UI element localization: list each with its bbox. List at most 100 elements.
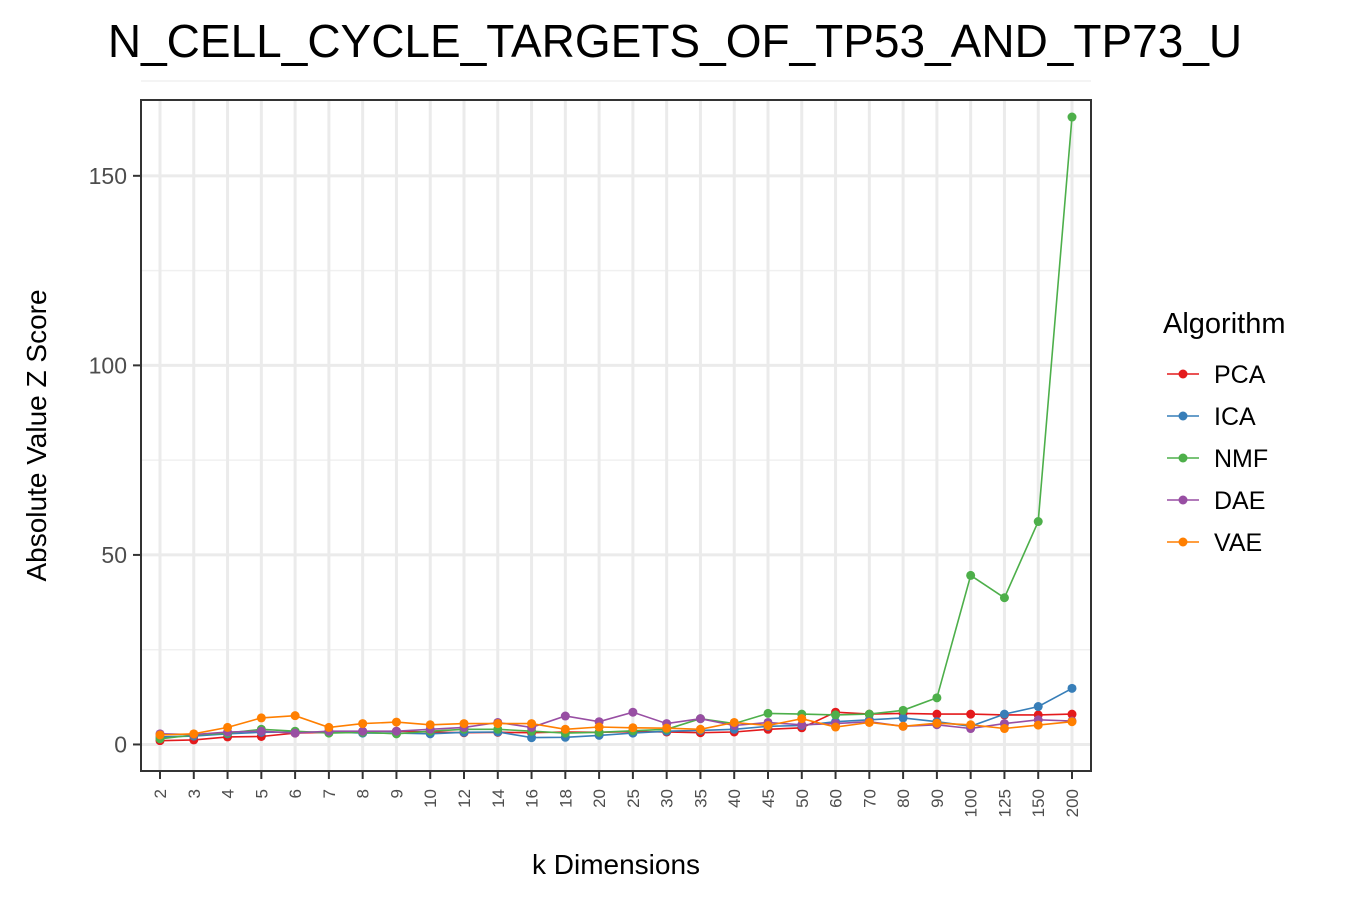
data-point-vae (628, 723, 638, 733)
x-axis-title: k Dimensions (532, 849, 700, 880)
data-point-vae (763, 721, 773, 731)
series-line-nmf (159, 117, 1073, 740)
legend-label: PCA (1214, 361, 1266, 389)
data-point-vae (831, 722, 841, 732)
legend-key-point (1178, 495, 1188, 505)
data-point-ica (999, 709, 1009, 719)
x-tick-label: 90 (928, 789, 947, 808)
x-tick-label: 14 (489, 789, 508, 808)
data-point-ica (1033, 702, 1043, 712)
x-tick-label: 40 (725, 789, 744, 808)
data-point-ica (527, 733, 537, 743)
data-point-vae (155, 730, 165, 740)
legend-label: ICA (1214, 403, 1256, 431)
x-tick-label: 45 (759, 789, 778, 808)
data-point-ica (898, 713, 908, 723)
data-point-vae (932, 718, 942, 728)
legend-key-point (1178, 537, 1188, 547)
data-point-vae (391, 717, 401, 727)
data-point-vae (256, 713, 266, 723)
minor-gridlines (141, 80, 1091, 651)
x-tick-label: 125 (995, 789, 1014, 817)
x-tick-label: 12 (455, 789, 474, 808)
x-tick-label: 6 (286, 789, 305, 798)
data-point-nmf (1033, 517, 1043, 527)
series-line-vae (159, 714, 1073, 736)
legend: Algorithm PCA ICA NMF DAE VAE (1163, 308, 1286, 557)
data-point-vae (459, 719, 469, 729)
data-point-ica (1067, 683, 1077, 693)
x-axis: 2 3 4 5 6 7 8 9 10 12 14 16 18 20 25 30 35 40 45 50 60 70 80 90… (151, 771, 1082, 817)
y-axis-title: Absolute Value Z Score (21, 289, 52, 581)
data-point-dae (695, 714, 705, 724)
data-point-vae (729, 717, 739, 727)
data-point-dae (628, 707, 638, 717)
x-tick-label: 100 (962, 789, 981, 817)
data-point-nmf (763, 708, 773, 718)
data-point-vae (425, 720, 435, 730)
y-axis: 0 50 100 150 (89, 163, 141, 757)
legend-item-vae: VAE (1167, 529, 1262, 557)
data-point-vae (999, 724, 1009, 734)
y-tick-label: 150 (89, 163, 127, 189)
x-tick-label: 7 (320, 789, 339, 798)
y-tick-label: 50 (101, 542, 127, 568)
data-point-vae (223, 722, 233, 732)
legend-item-pca: PCA (1167, 361, 1266, 389)
chart-title: N_CELL_CYCLE_TARGETS_OF_TP53_AND_TP73_U (107, 15, 1243, 67)
series-layer (155, 112, 1077, 746)
data-point-vae (493, 719, 503, 729)
data-point-pca (932, 709, 942, 719)
data-point-vae (695, 724, 705, 734)
x-tick-label: 4 (219, 789, 238, 798)
x-tick-label: 9 (387, 789, 406, 798)
legend-key-point (1178, 411, 1188, 421)
x-tick-label: 60 (827, 789, 846, 808)
x-tick-label: 35 (691, 789, 710, 808)
data-point-pca (966, 709, 976, 719)
x-tick-label: 80 (894, 789, 913, 808)
data-point-nmf (999, 593, 1009, 603)
x-tick-label: 3 (185, 789, 204, 798)
data-point-vae (594, 722, 604, 732)
x-tick-label: 8 (354, 789, 373, 798)
legend-label: DAE (1214, 487, 1265, 515)
x-tick-label: 10 (421, 789, 440, 808)
legend-item-ica: ICA (1167, 403, 1256, 431)
x-tick-label: 50 (793, 789, 812, 808)
data-point-vae (527, 719, 537, 729)
data-point-vae (1033, 720, 1043, 730)
data-point-vae (560, 724, 570, 734)
x-tick-label: 70 (860, 789, 879, 808)
data-point-pca (1067, 709, 1077, 719)
data-point-nmf (932, 693, 942, 703)
series-vae (155, 711, 1077, 740)
legend-item-nmf: NMF (1167, 445, 1268, 473)
data-point-dae (256, 726, 266, 736)
legend-key-point (1178, 453, 1188, 463)
data-point-vae (290, 711, 300, 721)
x-tick-label: 16 (523, 789, 542, 808)
data-point-dae (391, 726, 401, 736)
x-tick-label: 20 (590, 789, 609, 808)
data-point-vae (864, 717, 874, 727)
data-point-dae (358, 726, 368, 736)
x-tick-label: 200 (1063, 789, 1082, 817)
x-tick-label: 25 (624, 789, 643, 808)
x-tick-label: 5 (252, 789, 271, 798)
data-point-vae (189, 729, 199, 739)
legend-title: Algorithm (1163, 308, 1286, 340)
data-point-nmf (864, 709, 874, 719)
data-point-vae (898, 721, 908, 731)
data-point-dae (560, 711, 570, 721)
legend-item-dae: DAE (1167, 487, 1265, 515)
y-tick-label: 100 (89, 352, 127, 378)
data-point-nmf (898, 705, 908, 715)
legend-label: NMF (1214, 445, 1268, 473)
legend-label: VAE (1214, 529, 1262, 557)
x-tick-label: 2 (151, 789, 170, 798)
data-point-vae (1067, 717, 1077, 727)
data-point-vae (797, 714, 807, 724)
data-point-nmf (966, 570, 976, 580)
